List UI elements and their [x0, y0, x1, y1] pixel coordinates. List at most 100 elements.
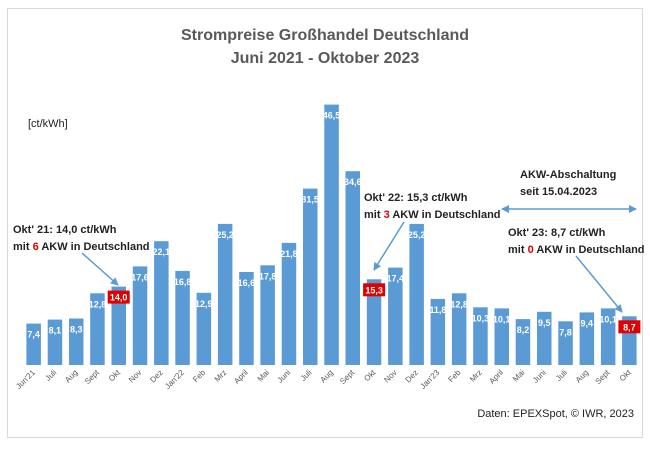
annotation-okt21-line2: mit 6 AKW in Deutschland [13, 239, 150, 256]
bar-3 [90, 293, 105, 365]
data-label-22: 10,1 [493, 314, 511, 324]
okt23-pre: mit [508, 244, 528, 256]
bar-22 [494, 308, 509, 365]
x-tick-label-10: April [232, 368, 250, 386]
x-tick-label-27: Sept [594, 368, 613, 387]
data-label-25: 7,8 [559, 327, 572, 337]
bar-23 [515, 319, 531, 365]
bar-21 [473, 307, 488, 365]
x-tick-label-21: Mrz [468, 368, 484, 384]
bar-26 [579, 312, 595, 365]
bar-14 [324, 104, 339, 365]
x-tick-label-19: Jan'23 [418, 368, 441, 391]
bar-9 [217, 223, 233, 365]
x-tick-label-8: Feb [191, 368, 208, 385]
data-label-8: 12,9 [195, 299, 213, 309]
akw-line2: seit 15.04.2023 [520, 186, 598, 198]
bar-4 [111, 286, 126, 365]
okt21-arrow [81, 252, 119, 286]
data-label-13: 31,5 [301, 195, 319, 205]
x-tick-label-9: Mrz [213, 368, 229, 384]
okt22-post: AKW in Deutschland [389, 209, 501, 221]
bar-10 [239, 272, 254, 365]
data-label-1: 8,1 [49, 326, 62, 336]
bar-7 [175, 270, 190, 365]
data-label-7: 16,8 [174, 277, 192, 287]
annotation-okt22: Okt' 22: 15,3 ct/kWh mit 3 AKW in Deutsc… [364, 190, 501, 224]
annotation-okt22-line1: Okt' 22: 15,3 ct/kWh [364, 192, 468, 204]
data-label-9: 25,2 [216, 230, 234, 240]
bar-19 [430, 298, 446, 365]
x-tick-label-2: Aug [63, 368, 79, 384]
bar-0 [26, 323, 41, 365]
data-label-2: 8,3 [70, 325, 83, 335]
data-label-10: 16,6 [238, 278, 256, 288]
bar-6 [154, 241, 169, 365]
x-tick-label-17: Nov [382, 368, 398, 384]
akw-line1: AKW-Abschaltung [520, 169, 617, 181]
bar-18 [409, 223, 424, 365]
bar-16 [366, 279, 382, 365]
chart-title: Strompreise Großhandel Deutschland [180, 27, 470, 44]
data-label-19: 11,8 [429, 305, 446, 315]
bar-15 [345, 171, 360, 365]
data-label-6: 22,1 [153, 247, 171, 257]
highlight-box-16 [363, 283, 386, 297]
x-tick-label-23: Mai [511, 368, 527, 384]
bar-1 [47, 319, 63, 365]
data-label-12: 21,8 [280, 249, 298, 259]
x-tick-label-3: Sept [83, 368, 102, 387]
data-label-16: 15,3 [365, 285, 383, 295]
x-tick-label-22: April [487, 368, 505, 386]
x-tick-label-25: Juli [554, 368, 569, 383]
bar-25 [558, 321, 573, 365]
data-label-28: 8,7 [623, 322, 636, 332]
annotation-okt22-line2: mit 3 AKW in Deutschland [364, 207, 501, 224]
bar-5 [132, 266, 148, 365]
data-label-3: 12,8 [89, 299, 107, 309]
annotation-akw-abschaltung: AKW-Abschaltung seit 15.04.2023 [520, 167, 616, 201]
x-tick-label-12: Juni [276, 368, 293, 385]
x-tick-label-0: Jun'21 [14, 368, 37, 391]
annotation-okt23-line1: Okt' 23: 8,7 ct/kWh [508, 227, 606, 239]
x-tick-label-7: Jan'22 [163, 368, 186, 391]
x-tick-label-6: Dez [148, 368, 164, 384]
x-tick-label-16: Okt [362, 368, 378, 384]
annotation-okt23: Okt' 23: 8,7 ct/kWh mit 0 AKW in Deutsch… [508, 225, 645, 259]
okt21-post: AKW in Deutschland [38, 241, 150, 253]
data-label-17: 17,4 [387, 274, 405, 284]
x-tick-label-5: Nov [127, 368, 143, 384]
x-tick-label-18: Dez [404, 368, 420, 384]
okt23-arrow [575, 255, 623, 313]
annotation-okt23-line2: mit 0 AKW in Deutschland [508, 242, 645, 259]
bar-24 [537, 311, 552, 365]
data-label-0: 7,4 [27, 330, 40, 340]
data-label-18: 25,2 [408, 230, 426, 240]
x-tick-label-26: Aug [574, 368, 590, 384]
data-label-27: 10,1 [599, 314, 617, 324]
data-label-26: 9,4 [581, 318, 594, 328]
x-tick-label-1: Juli [43, 368, 58, 383]
chart-subtitle: Juni 2021 - Oktober 2023 [230, 50, 420, 67]
bar-2 [69, 318, 84, 365]
x-tick-label-24: Juni [531, 368, 548, 385]
bar-12 [281, 242, 297, 365]
data-label-14: 46,5 [323, 111, 341, 121]
okt23-post: AKW in Deutschland [533, 244, 645, 256]
okt23-akw-count: 0 [527, 244, 534, 256]
data-label-23: 8,2 [517, 325, 530, 335]
bar-20 [451, 293, 467, 365]
okt21-pre: mit [13, 241, 33, 253]
bar-8 [196, 292, 212, 365]
data-label-15: 34,6 [344, 177, 362, 187]
highlight-box-28 [618, 320, 641, 334]
okt22-akw-count: 3 [383, 209, 390, 221]
x-tick-label-14: Aug [318, 368, 334, 384]
data-label-20: 12,8 [450, 299, 468, 309]
data-label-24: 9,5 [538, 318, 551, 328]
bar-27 [600, 308, 616, 365]
data-label-4: 14,0 [110, 293, 128, 303]
x-tick-label-4: Okt [107, 368, 123, 384]
data-label-11: 17,8 [259, 271, 277, 281]
